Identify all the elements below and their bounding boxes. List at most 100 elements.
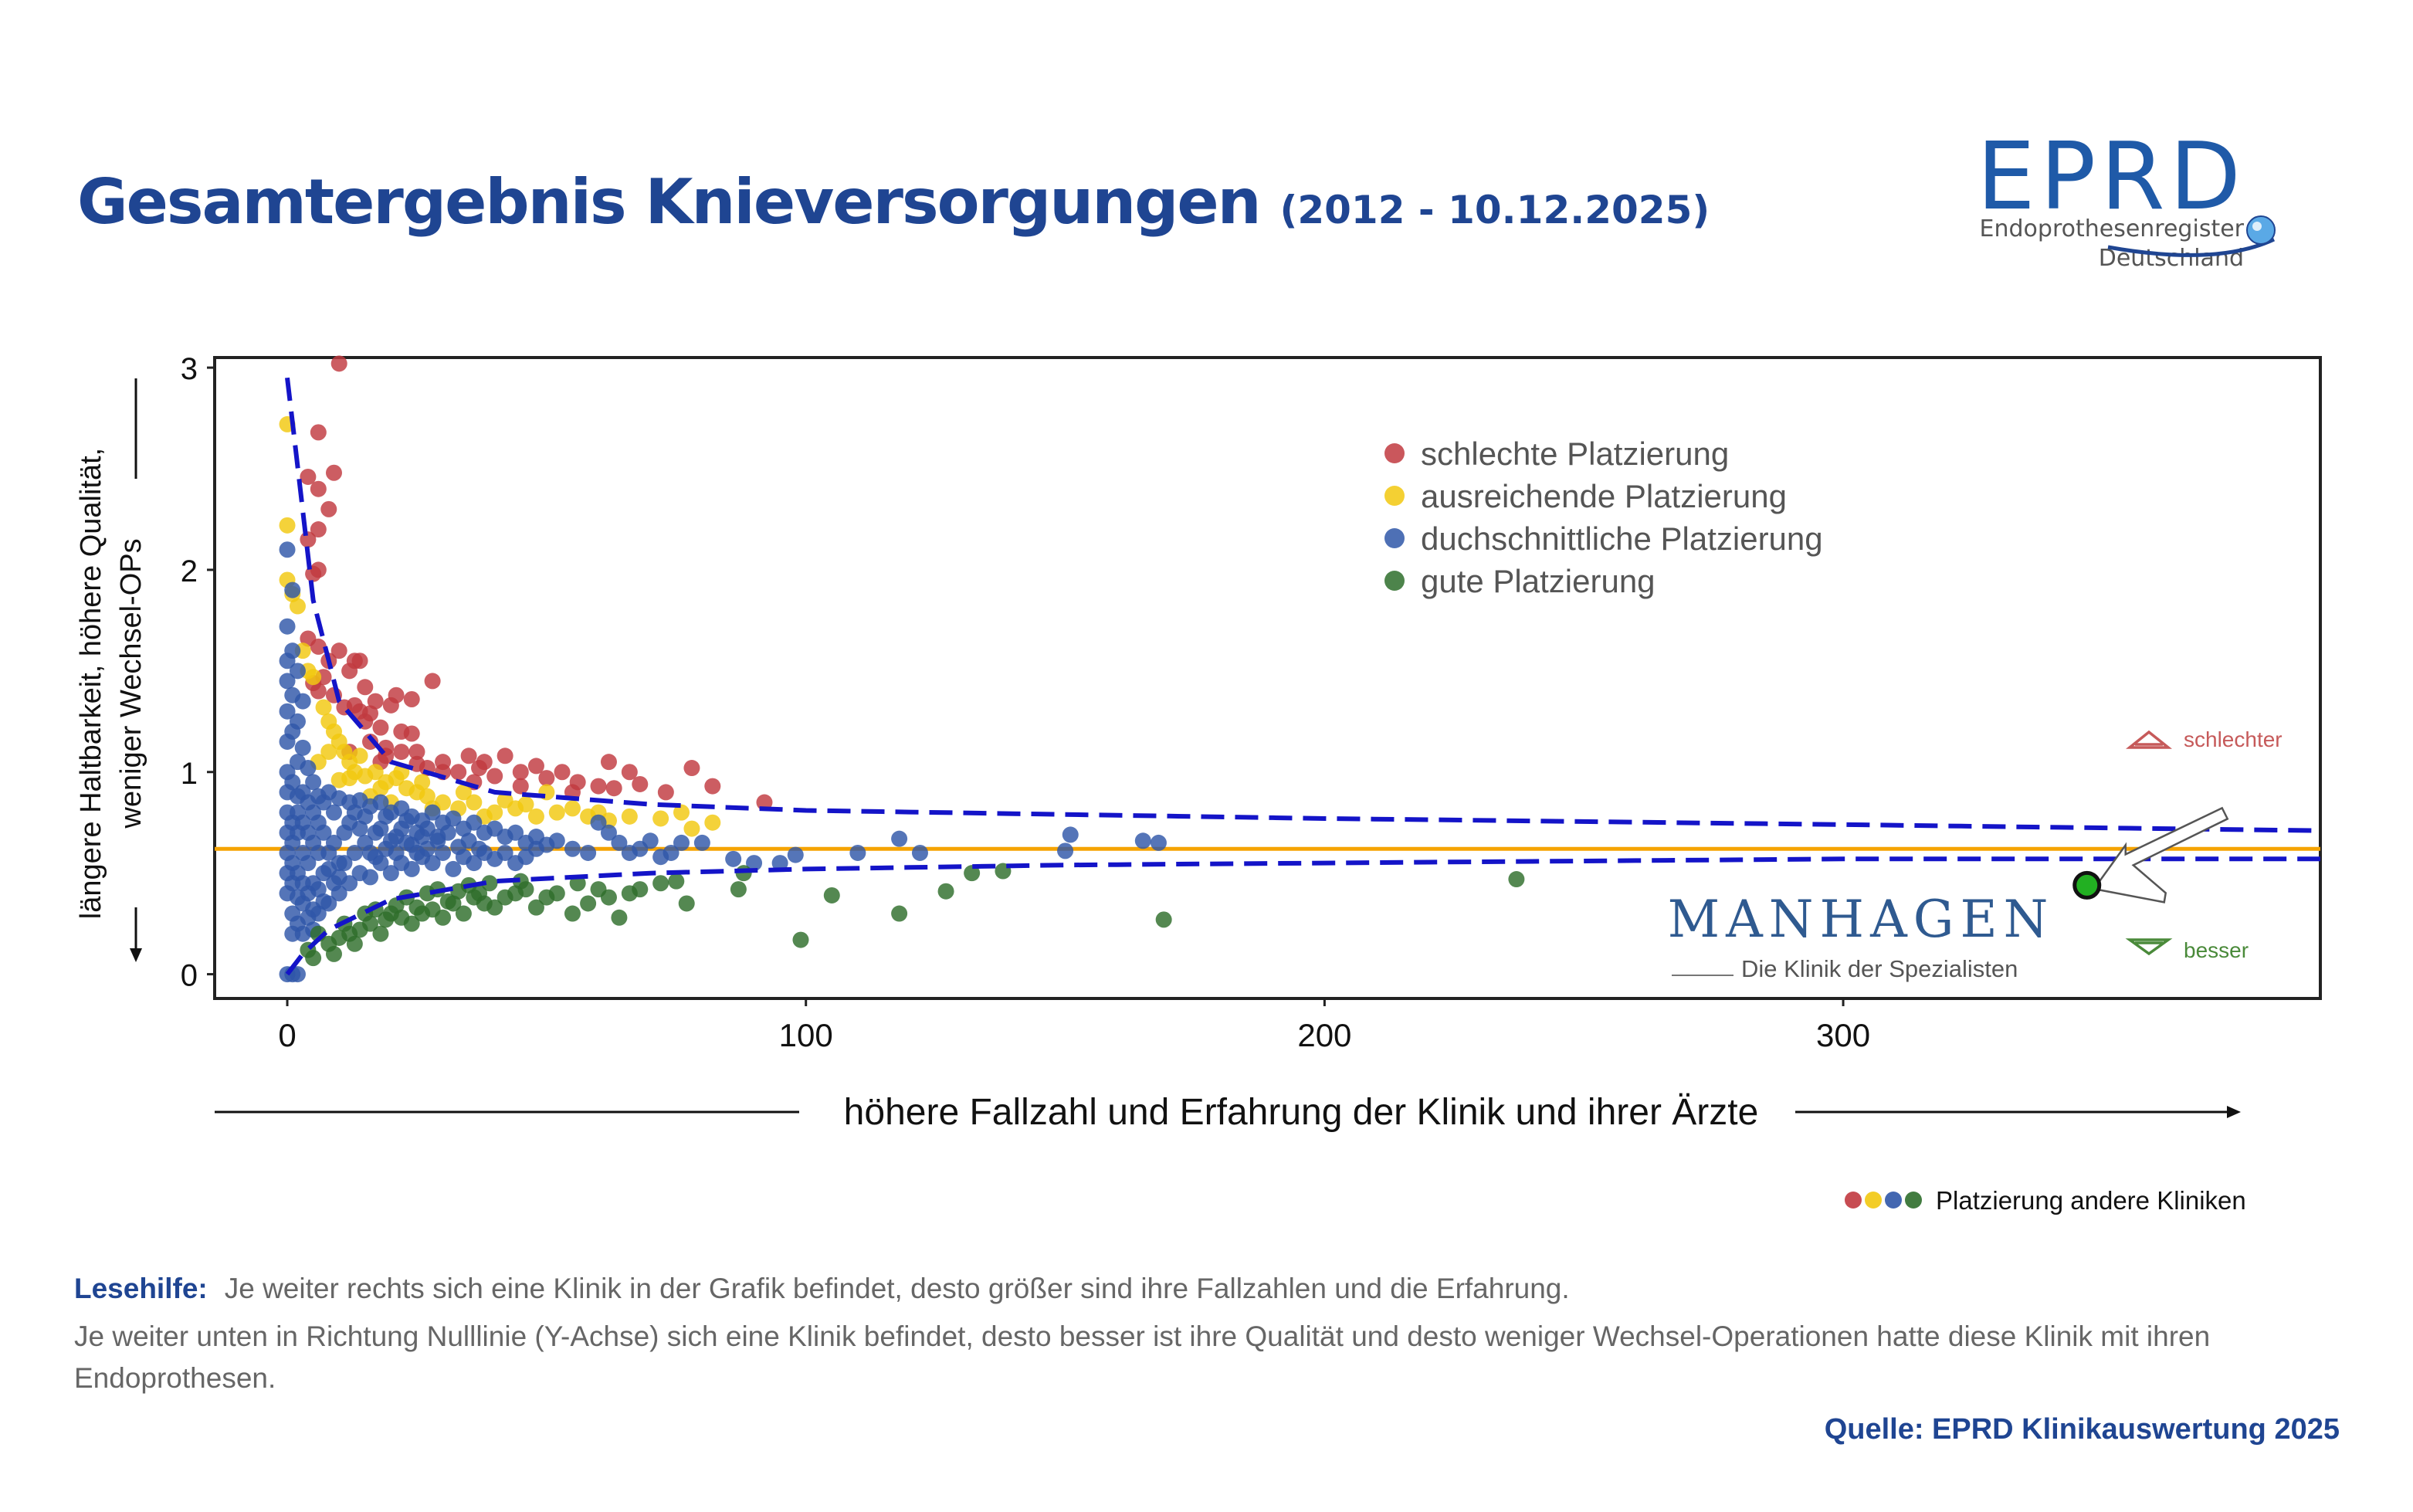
data-point-average xyxy=(367,849,384,866)
data-point-average xyxy=(746,855,763,872)
watermark-title: MANHAGEN xyxy=(1668,890,2055,949)
data-point-sufficient xyxy=(315,699,332,716)
data-point-average xyxy=(611,834,628,851)
data-point-average xyxy=(289,804,306,821)
data-point-average xyxy=(294,739,311,756)
data-point-good xyxy=(1508,871,1525,888)
data-point-average xyxy=(382,832,399,849)
data-point-good xyxy=(439,893,456,910)
title-main: Gesamtergebnis Knieversorgungen xyxy=(77,166,1262,238)
data-point-sufficient xyxy=(527,808,544,825)
data-point-good xyxy=(964,865,981,882)
data-point-good xyxy=(408,899,425,916)
data-point-bad xyxy=(305,565,322,582)
y-axis-label-line-1: längere Haltbarkeit, höhere Qualität, xyxy=(75,448,107,919)
data-point-bad xyxy=(512,778,529,795)
legend-marker xyxy=(1384,571,1405,591)
data-point-average xyxy=(580,844,597,861)
data-point-average xyxy=(310,905,327,922)
data-point-good xyxy=(548,885,565,902)
data-point-bad xyxy=(393,744,410,761)
data-point-average xyxy=(398,812,415,829)
reading-aid-text-1: Je weiter rechts sich eine Klinik in der… xyxy=(224,1273,1570,1304)
data-point-average xyxy=(300,824,317,841)
data-point-bad xyxy=(554,764,571,781)
data-point-bad xyxy=(408,744,425,761)
data-point-sufficient xyxy=(341,770,358,787)
data-point-average xyxy=(435,844,452,861)
data-point-average xyxy=(362,869,379,886)
data-point-bad xyxy=(704,778,721,795)
data-point-average xyxy=(1057,842,1074,859)
data-point-bad xyxy=(372,719,389,736)
data-point-average xyxy=(279,653,296,670)
data-point-good xyxy=(792,931,809,948)
y-tick-label: 1 xyxy=(181,757,198,791)
data-point-average xyxy=(357,808,374,825)
data-point-bad xyxy=(325,464,342,481)
data-point-average xyxy=(471,840,488,857)
data-point-bad xyxy=(683,760,700,777)
data-point-good xyxy=(564,905,581,922)
data-point-average xyxy=(320,895,337,912)
data-point-average xyxy=(527,840,544,857)
data-point-average xyxy=(279,541,296,558)
footer-legend-marker xyxy=(1885,1192,1902,1209)
data-point-average xyxy=(300,855,317,872)
data-point-bad xyxy=(605,780,622,797)
data-point-good xyxy=(678,895,695,912)
data-point-sufficient xyxy=(305,669,322,686)
data-point-bad xyxy=(310,638,327,655)
y-tick-label: 3 xyxy=(181,352,198,386)
data-point-average xyxy=(294,693,311,710)
data-point-average xyxy=(294,784,311,801)
better-arrow-icon xyxy=(2125,938,2173,956)
data-point-average xyxy=(424,855,441,872)
data-point-bad xyxy=(388,687,405,703)
data-point-sufficient xyxy=(419,788,435,805)
data-point-good xyxy=(891,905,908,922)
data-point-sufficient xyxy=(621,808,638,825)
logo-line-1: Endoprothesenregister xyxy=(1979,215,2244,242)
eprd-logo: EPRD Endoprothesenregister Deutschland xyxy=(1853,131,2316,286)
data-point-sufficient xyxy=(517,796,534,813)
data-point-average xyxy=(279,733,296,750)
legend-marker xyxy=(1384,486,1405,506)
data-point-average xyxy=(408,844,425,861)
data-point-good xyxy=(730,881,747,898)
data-point-average xyxy=(382,865,399,882)
data-point-sufficient xyxy=(455,784,472,801)
data-point-bad xyxy=(657,784,674,801)
data-point-average xyxy=(466,855,483,872)
data-point-average xyxy=(1062,826,1079,843)
data-point-average xyxy=(771,855,788,872)
highlight-point xyxy=(2072,870,2102,900)
data-point-sufficient xyxy=(279,517,296,534)
data-point-average xyxy=(310,881,327,898)
data-point-good xyxy=(305,950,322,967)
data-point-sufficient xyxy=(564,800,581,817)
data-point-average xyxy=(378,808,395,825)
plot-frame xyxy=(213,356,2322,1000)
data-point-sufficient xyxy=(367,764,384,781)
data-point-good xyxy=(455,905,472,922)
reading-aid: Lesehilfe: Je weiter rechts sich eine Kli… xyxy=(74,1265,2352,1399)
data-point-bad xyxy=(600,754,617,771)
reading-aid-text-2: Je weiter unten in Richtung Nulllinie (Y… xyxy=(74,1320,2211,1394)
data-point-good xyxy=(325,945,342,962)
data-point-good xyxy=(372,925,389,942)
data-point-average xyxy=(787,846,804,863)
data-point-average xyxy=(279,703,296,720)
data-point-bad xyxy=(621,764,638,781)
data-point-bad xyxy=(346,697,363,714)
data-point-bad xyxy=(512,764,529,781)
footer-legend-marker xyxy=(1845,1192,1862,1209)
data-point-average xyxy=(600,824,617,841)
y-axis-arrowhead-icon xyxy=(130,948,142,962)
legend-label: duchschnittliche Platzierung xyxy=(1421,520,1823,557)
data-point-good xyxy=(632,881,649,898)
data-point-bad xyxy=(496,748,513,764)
data-point-good xyxy=(471,885,488,902)
data-point-average xyxy=(325,804,342,821)
data-point-bad xyxy=(486,768,503,785)
